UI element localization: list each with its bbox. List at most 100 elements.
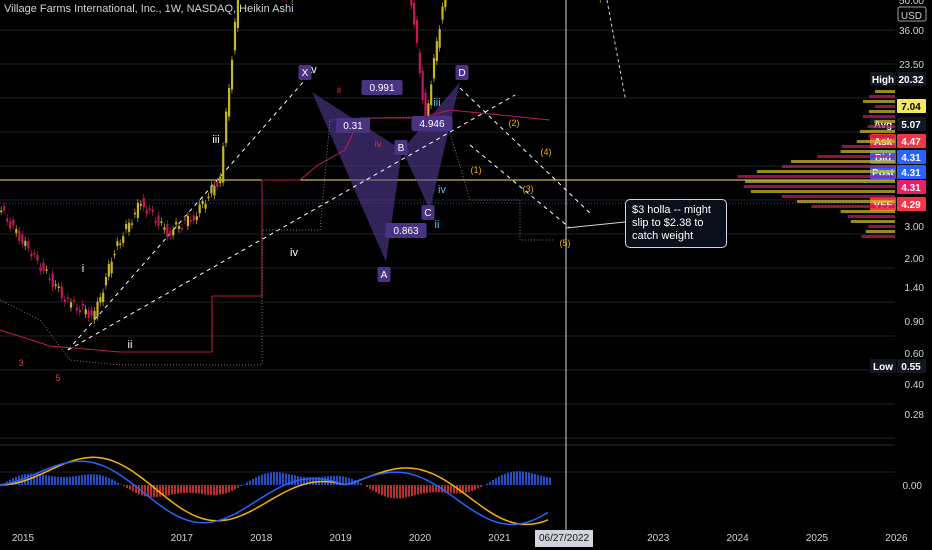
pattern-point-label-bg [298,65,312,80]
histogram-bar [66,476,68,485]
histogram-bar [246,482,248,485]
candle [444,0,447,8]
histogram-bar [48,475,50,485]
histogram-bar [111,479,113,485]
candle [160,221,163,224]
histogram-bar [540,475,542,485]
candle [9,220,12,229]
time-tick-label: 2020 [409,533,432,544]
histogram-bar [474,485,476,490]
histogram-bar [36,473,38,485]
histogram-bar [465,485,467,493]
price-tag-value: 7.04 [901,102,921,113]
candle [60,286,63,299]
macd-line [0,460,549,526]
price-tag-label: Bid [875,153,891,164]
candle [233,21,237,51]
ratio-label: 0.991 [369,83,394,94]
candle [219,176,222,184]
oscillator-tick-label: 0.00 [903,481,923,492]
histogram-bar [504,473,506,485]
volume-profile-bar [862,115,895,118]
histogram-bar [456,485,458,494]
candle [195,216,198,221]
histogram-bar [396,485,398,499]
volume-profile-bar [856,140,895,143]
candle [186,215,190,227]
candle [415,19,419,44]
histogram-bar [315,477,317,485]
volume-profile-bar [850,220,895,223]
histogram-bar [417,485,419,495]
histogram-bar [150,485,152,498]
histogram-bar [279,472,281,485]
histogram-bar [426,485,428,493]
wave-label: iv [290,247,298,259]
wave-label: (1) [471,165,482,175]
histogram-bar [96,474,98,485]
wave-label: iv [438,184,446,196]
histogram-bar [123,485,125,487]
volume-profile-bar [745,180,895,183]
wave-label: v [311,64,317,76]
histogram-bar [384,485,386,497]
histogram-bar [141,485,143,496]
histogram-bar [42,474,44,485]
volume-profile-bar [868,110,895,113]
volume-profile-bar [743,185,895,188]
histogram-bar [195,485,197,494]
candle [63,299,67,303]
histogram-bar [33,473,35,485]
histogram-bar [339,475,341,485]
candle [139,204,142,206]
price-tag-value-bg [897,180,926,194]
histogram-bar [198,485,200,494]
histogram-bar [204,485,206,495]
volume-profile-bar [868,225,895,228]
wave-label: (3) [523,184,534,194]
candle [6,218,9,222]
volume-profile-bar [859,130,895,133]
envelope-line [0,115,555,366]
candle [432,58,436,79]
candle [142,197,145,208]
histogram-bar [72,476,74,485]
chart-title: Village Farms International, Inc., 1W, N… [4,3,294,15]
histogram-bar [120,484,122,485]
histogram-bar [453,485,455,494]
histogram-bar [300,476,302,485]
price-tag-value: 20.32 [898,75,923,86]
volume-profile-bar [750,190,895,193]
histogram-bar [444,485,446,493]
histogram-bar [39,474,41,485]
candle [113,253,116,256]
candle [435,41,438,62]
projection-line [606,0,627,101]
histogram-bar [177,485,179,494]
histogram-bar [510,471,512,485]
histogram-bar [57,476,59,485]
stop-line [0,109,551,353]
histogram-bar [81,475,83,485]
pattern-point-label: C [424,208,431,219]
candle [42,262,45,271]
histogram-bar [252,478,254,485]
candle [3,206,6,211]
histogram-bar [165,485,167,496]
histogram-bar [429,485,431,493]
histogram-bar [375,485,377,493]
price-tick-label: 1.40 [905,283,925,294]
histogram-bar [486,483,488,485]
wave-label: ii [337,85,341,95]
histogram-bar [282,472,284,485]
pattern-triangle-bcd [402,82,460,210]
candle [48,278,51,280]
histogram-bar [312,477,314,485]
candle [30,253,33,257]
histogram-bar [402,485,404,498]
histogram-bar [90,474,92,485]
histogram-bar [390,485,392,498]
histogram-bar [507,472,509,485]
candle [227,87,231,117]
candle [430,84,433,106]
